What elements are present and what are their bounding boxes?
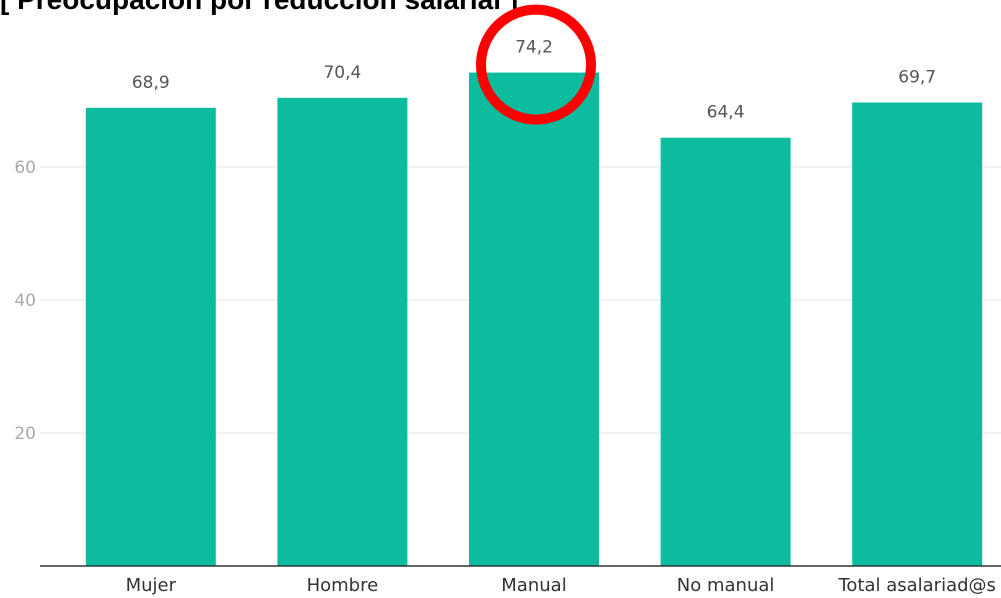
y-tick-label: 20	[14, 424, 36, 444]
data-label: 74,2	[515, 38, 553, 58]
bar	[660, 137, 791, 567]
x-axis-labels: Mujer Hombre Manual No manual Total asalaria…	[126, 575, 996, 596]
y-tick-label: 40	[14, 291, 36, 311]
bar	[277, 97, 408, 566]
bar	[469, 72, 599, 566]
bar	[852, 102, 983, 567]
x-tick-label: Manual	[501, 575, 566, 596]
data-label: 70,4	[323, 63, 361, 83]
annotations	[476, 4, 596, 125]
x-tick-label: Hombre	[307, 575, 379, 596]
x-tick-label: Total asalariad@s	[837, 575, 995, 596]
bars	[85, 72, 983, 567]
data-label: 68,9	[132, 73, 170, 93]
y-axis-ticks: 20 40 60	[14, 158, 36, 444]
data-label: 64,4	[707, 103, 745, 123]
chart-title: [ Preocupación por reducción salarial ]	[0, 0, 518, 16]
bar	[85, 107, 216, 566]
y-tick-label: 60	[14, 158, 36, 178]
data-label: 69,7	[898, 67, 936, 87]
highlight-circle	[476, 4, 596, 125]
x-tick-label: Mujer	[126, 575, 177, 596]
value-labels: 68,9 70,4 74,2 64,4 69,7	[132, 38, 936, 123]
x-tick-label: No manual	[677, 575, 775, 596]
